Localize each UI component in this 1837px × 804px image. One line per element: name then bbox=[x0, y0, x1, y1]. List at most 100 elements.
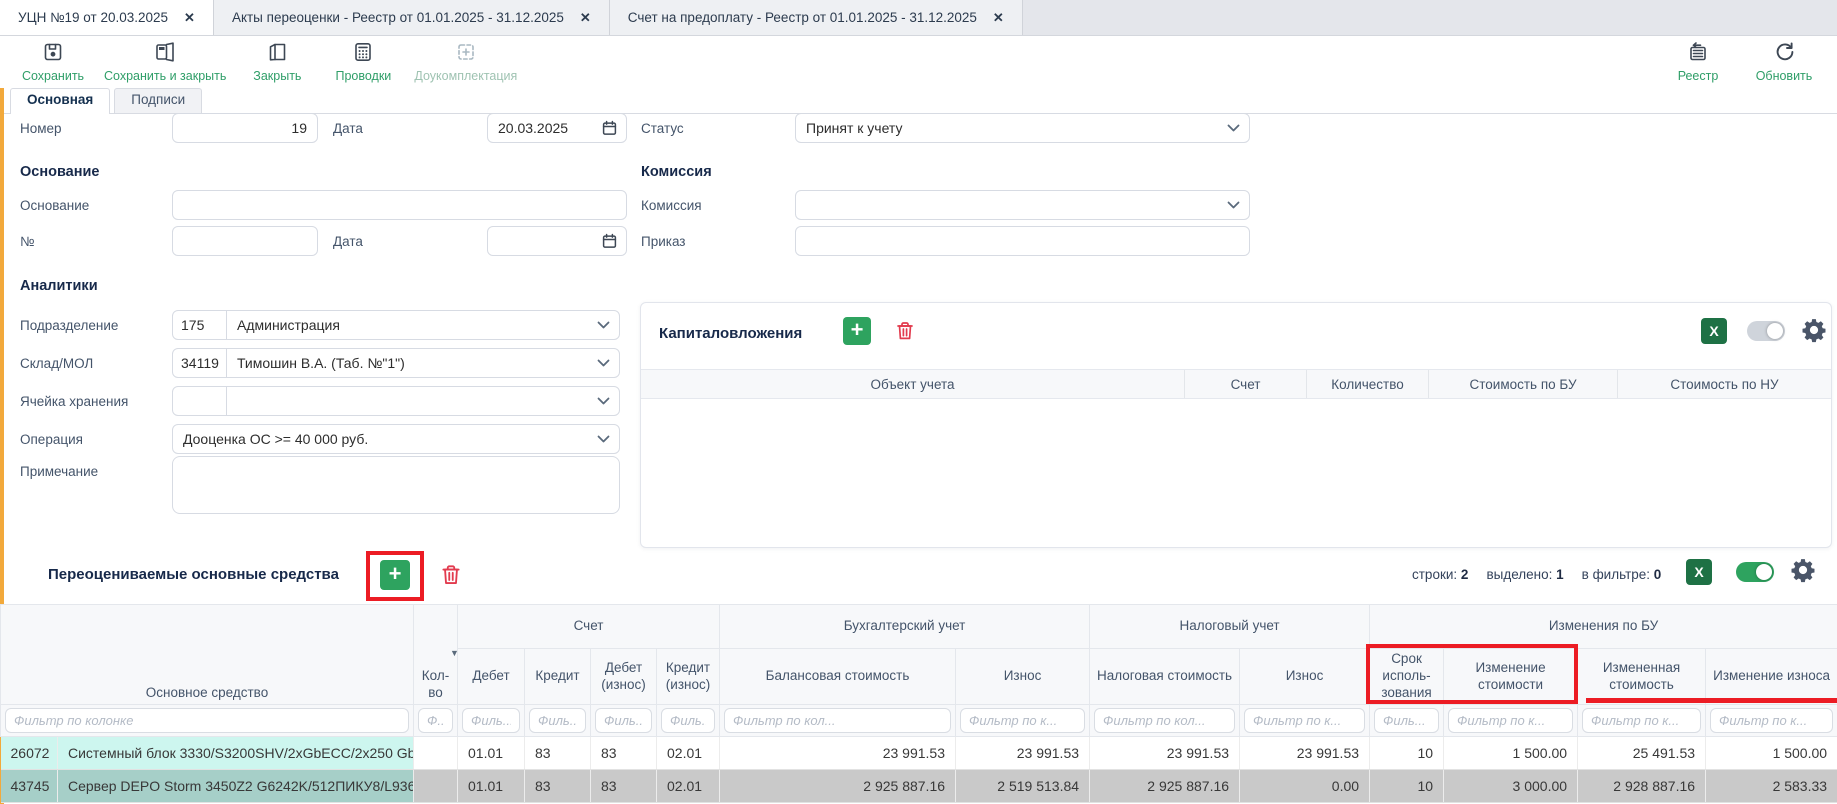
asset-changed-value[interactable]: 2 928 887.16 bbox=[1577, 769, 1707, 803]
filter-input-debit[interactable] bbox=[462, 708, 521, 733]
asset-tax-dep[interactable]: 0.00 bbox=[1239, 769, 1371, 803]
asset-tax-value[interactable]: 23 991.53 bbox=[1089, 736, 1241, 770]
operation-select[interactable]: Дооценка ОС >= 40 000 руб. bbox=[172, 424, 620, 454]
delete-row-button[interactable] bbox=[893, 319, 917, 348]
close-button[interactable]: Закрыть bbox=[234, 37, 320, 87]
column-header-tax-dep[interactable]: Износ bbox=[1239, 648, 1371, 705]
close-icon[interactable]: ✕ bbox=[184, 9, 195, 25]
asset-id[interactable]: 43745 bbox=[0, 769, 58, 803]
filter-input-qty[interactable] bbox=[418, 708, 454, 733]
asset-tax-dep[interactable]: 23 991.53 bbox=[1239, 736, 1371, 770]
asset-name[interactable]: Системный блок 3330/S3200SHV/2xGbECC/2x2… bbox=[57, 736, 415, 770]
filter-input-life[interactable] bbox=[1374, 708, 1440, 733]
column-header-object[interactable]: Объект учета bbox=[641, 370, 1185, 398]
sort-indicator-icon[interactable]: ▼ bbox=[450, 648, 459, 658]
column-header-quantity[interactable]: Количество bbox=[1307, 370, 1429, 398]
column-header-tax-value[interactable]: Налоговая стоимость bbox=[1089, 648, 1241, 705]
column-header-asset[interactable]: Основное средство bbox=[0, 604, 415, 705]
calendar-icon[interactable] bbox=[602, 120, 617, 136]
window-tab-invoice[interactable]: Счет на предоплату - Реестр от 01.01.202… bbox=[609, 0, 1023, 35]
filter-input-credit-dep[interactable] bbox=[661, 708, 716, 733]
asset-value-change[interactable]: 1 500.00 bbox=[1443, 736, 1579, 770]
calendar-icon[interactable] bbox=[602, 233, 617, 249]
column-header-debit[interactable]: Дебет bbox=[457, 648, 526, 705]
asset-name[interactable]: Сервер DEPO Storm 3450Z2 G6242K/512ПИКУ8… bbox=[57, 769, 415, 803]
column-header-credit[interactable]: Кредит bbox=[524, 648, 592, 705]
asset-book-value[interactable]: 2 925 887.16 bbox=[719, 769, 957, 803]
save-button[interactable]: Сохранить bbox=[10, 37, 96, 87]
add-row-button[interactable]: + bbox=[843, 317, 871, 345]
basis-field[interactable] bbox=[172, 190, 627, 220]
note-field[interactable] bbox=[172, 456, 620, 514]
column-header-account[interactable]: Счет bbox=[1185, 370, 1307, 398]
filter-input-debit-dep[interactable] bbox=[595, 708, 653, 733]
filter-input-tax-value[interactable] bbox=[1094, 708, 1236, 733]
column-header-life[interactable]: Срок исполь-зования bbox=[1369, 648, 1445, 705]
basis-number-field[interactable] bbox=[172, 226, 318, 256]
status-select[interactable]: Принят к учету bbox=[795, 113, 1250, 143]
asset-debit[interactable]: 01.01 bbox=[457, 769, 526, 803]
asset-life[interactable]: 10 bbox=[1369, 736, 1445, 770]
asset-book-value[interactable]: 23 991.53 bbox=[719, 736, 957, 770]
asset-credit[interactable]: 83 bbox=[524, 736, 592, 770]
registry-button[interactable]: Реестр bbox=[1655, 37, 1741, 87]
excel-export-button[interactable]: X bbox=[1686, 559, 1712, 585]
asset-debit-dep[interactable]: 83 bbox=[590, 736, 658, 770]
column-header-book-value[interactable]: Балансовая стоимость bbox=[719, 648, 957, 705]
filter-toggle[interactable] bbox=[1747, 321, 1785, 341]
close-icon[interactable]: ✕ bbox=[579, 9, 591, 25]
save-and-close-button[interactable]: Сохранить и закрыть bbox=[96, 37, 234, 87]
filter-input-changed-value[interactable] bbox=[1582, 708, 1702, 733]
table-row[interactable]: 26072 Системный блок 3330/S3200SHV/2xGbE… bbox=[0, 736, 1837, 770]
column-header-credit-dep[interactable]: Кредит (износ) bbox=[656, 648, 721, 705]
delete-asset-button[interactable] bbox=[438, 562, 464, 593]
asset-value-change[interactable]: 3 000.00 bbox=[1443, 769, 1579, 803]
date-field[interactable]: 20.03.2025 bbox=[487, 113, 627, 143]
asset-dep-change[interactable]: 1 500.00 bbox=[1705, 736, 1837, 770]
asset-book-dep[interactable]: 23 991.53 bbox=[955, 736, 1091, 770]
storage-cell-select[interactable] bbox=[172, 386, 620, 416]
asset-life[interactable]: 10 bbox=[1369, 769, 1445, 803]
column-header-cost-nu[interactable]: Стоимость по НУ bbox=[1670, 376, 1779, 392]
filter-input-asset[interactable] bbox=[5, 708, 410, 733]
settings-gear-icon[interactable] bbox=[1801, 317, 1827, 348]
tab-signatures[interactable]: Подписи bbox=[114, 88, 203, 113]
column-header-book-dep[interactable]: Износ bbox=[955, 648, 1091, 705]
column-header-value-change[interactable]: Изменение стоимости bbox=[1443, 648, 1579, 705]
commission-select[interactable] bbox=[795, 190, 1250, 220]
filter-input-value-change[interactable] bbox=[1448, 708, 1574, 733]
asset-credit-dep[interactable]: 02.01 bbox=[656, 736, 721, 770]
refresh-button[interactable]: Обновить bbox=[1741, 37, 1827, 87]
asset-debit-dep[interactable]: 83 bbox=[590, 769, 658, 803]
asset-book-dep[interactable]: 2 519 513.84 bbox=[955, 769, 1091, 803]
asset-credit[interactable]: 83 bbox=[524, 769, 592, 803]
settings-gear-icon[interactable] bbox=[1790, 557, 1816, 588]
asset-tax-value[interactable]: 2 925 887.16 bbox=[1089, 769, 1241, 803]
filter-input-book-dep[interactable] bbox=[960, 708, 1086, 733]
window-tab-ucn[interactable]: УЦН №19 от 20.03.2025 ✕ bbox=[0, 0, 214, 35]
column-header-qty[interactable]: Кол-во bbox=[413, 604, 459, 705]
filter-input-book-value[interactable] bbox=[724, 708, 952, 733]
asset-qty[interactable] bbox=[413, 736, 459, 770]
warehouse-select[interactable]: 34119 Тимошин В.А. (Таб. №"1") bbox=[172, 348, 620, 378]
asset-credit-dep[interactable]: 02.01 bbox=[656, 769, 721, 803]
filter-input-dep-change[interactable] bbox=[1710, 708, 1834, 733]
table-row-selected[interactable]: 43745 Сервер DEPO Storm 3450Z2 G6242K/51… bbox=[0, 769, 1837, 803]
column-header-debit-dep[interactable]: Дебет (износ) bbox=[590, 648, 658, 705]
asset-dep-change[interactable]: 2 583.33 bbox=[1705, 769, 1837, 803]
column-header-changed-value[interactable]: Измененная стоимость bbox=[1577, 648, 1707, 705]
filter-input-credit[interactable] bbox=[529, 708, 587, 733]
column-header-cost-bu[interactable]: Стоимость по БУ bbox=[1429, 370, 1618, 398]
postings-button[interactable]: Проводки bbox=[320, 37, 406, 87]
window-tab-acts[interactable]: Акты переоценки - Реестр от 01.01.2025 -… bbox=[213, 0, 610, 35]
asset-debit[interactable]: 01.01 bbox=[457, 736, 526, 770]
filter-toggle[interactable] bbox=[1736, 562, 1774, 582]
number-field[interactable]: 19 bbox=[172, 113, 318, 143]
order-field[interactable] bbox=[795, 226, 1250, 256]
filter-input-tax-dep[interactable] bbox=[1244, 708, 1366, 733]
asset-qty[interactable] bbox=[413, 769, 459, 803]
basis-date-field[interactable] bbox=[487, 226, 627, 256]
excel-export-button[interactable]: X bbox=[1701, 318, 1727, 344]
add-asset-button[interactable]: + bbox=[380, 560, 410, 590]
department-select[interactable]: 175 Администрация bbox=[172, 310, 620, 340]
